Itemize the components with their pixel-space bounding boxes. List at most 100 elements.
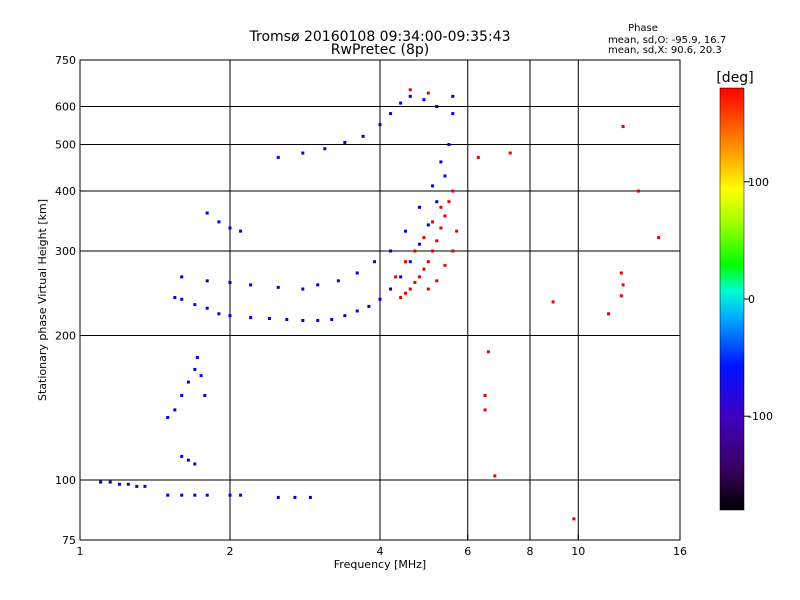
scatter-point xyxy=(572,517,576,521)
scatter-point xyxy=(413,280,417,284)
y-tick-label: 100 xyxy=(55,474,76,487)
scatter-point xyxy=(636,189,640,193)
scatter-point xyxy=(301,287,305,291)
scatter-point xyxy=(173,296,177,300)
scatter-point xyxy=(193,367,197,371)
scatter-point xyxy=(439,226,443,230)
scatter-point xyxy=(217,312,221,316)
scatter-point xyxy=(443,174,447,178)
scatter-point xyxy=(323,147,327,151)
colorbar xyxy=(719,87,745,511)
scatter-point xyxy=(180,275,184,279)
scatter-point xyxy=(343,140,347,144)
scatter-point xyxy=(447,200,451,204)
scatter-point xyxy=(439,160,443,164)
scatter-point xyxy=(399,275,403,279)
x-tick-label: 2 xyxy=(227,545,234,558)
y-tick-label: 300 xyxy=(55,245,76,258)
scatter-point xyxy=(447,143,451,147)
scatter-point xyxy=(126,482,130,486)
scatter-point xyxy=(551,300,555,304)
y-tick-label: 600 xyxy=(55,101,76,114)
scatter-point xyxy=(276,495,280,499)
scatter-point xyxy=(180,394,184,398)
scatter-point xyxy=(193,303,197,307)
scatter-point xyxy=(422,236,426,240)
scatter-point xyxy=(99,480,103,484)
scatter-point xyxy=(143,484,147,488)
scatter-point xyxy=(403,291,407,295)
y-tick-label: 200 xyxy=(55,330,76,343)
scatter-point xyxy=(431,249,435,253)
y-tick-label: 750 xyxy=(55,54,76,67)
scatter-point xyxy=(378,297,382,301)
scatter-point xyxy=(399,296,403,300)
chart-title: Tromsø 20160108 09:34:00-09:35:43 xyxy=(249,29,511,45)
scatter-point xyxy=(199,374,203,378)
scatter-point xyxy=(451,94,455,98)
scatter-point xyxy=(301,318,305,322)
colorbar-tick-label: -100 xyxy=(748,410,773,423)
scatter-point xyxy=(117,482,121,486)
scatter-point xyxy=(173,408,177,412)
scatter-point xyxy=(180,454,184,458)
scatter-point xyxy=(186,458,190,462)
scatter-point xyxy=(336,279,340,283)
scatter-point xyxy=(619,271,623,275)
x-axis-label: Frequency [MHz] xyxy=(334,558,426,571)
scatter-point xyxy=(493,474,497,478)
scatter-point xyxy=(135,484,139,488)
scatter-point xyxy=(435,239,439,243)
scatter-point xyxy=(205,306,209,310)
scatter-point xyxy=(193,462,197,466)
scatter-point xyxy=(417,242,421,246)
scatter-point xyxy=(228,314,232,318)
scatter-point xyxy=(166,415,170,419)
scatter-point xyxy=(483,408,487,412)
scatter-point xyxy=(408,287,412,291)
scatter-point xyxy=(195,355,199,359)
axis-ticks: 1 2 4 6 8 10 16 75 100 200 300 400 500 600 750 xyxy=(55,54,687,558)
scatter-point xyxy=(621,283,625,287)
scatter-point xyxy=(276,285,280,289)
scatter-point xyxy=(361,134,365,138)
scatter-point xyxy=(408,260,412,264)
scatter-point xyxy=(180,493,184,497)
scatter-point xyxy=(408,94,412,98)
x-tick-label: 8 xyxy=(527,545,534,558)
y-tick-label: 75 xyxy=(62,534,76,547)
scatter-point xyxy=(378,123,382,127)
grid-lines xyxy=(80,60,680,540)
scatter-point xyxy=(422,98,426,102)
scatter-point xyxy=(422,267,426,271)
stats-x-mode: mean, sd,X: 90.6, 20.3 xyxy=(608,45,722,56)
scatter-point xyxy=(607,312,611,316)
y-axis-label: Stationary phase Virtual Height [km] xyxy=(36,199,49,401)
x-tick-label: 6 xyxy=(464,545,471,558)
scatter-point xyxy=(239,229,243,233)
x-tick-label: 1 xyxy=(77,545,84,558)
scatter-point xyxy=(316,318,320,322)
scatter-point xyxy=(343,314,347,318)
scatter-point xyxy=(657,236,661,240)
scatter-point xyxy=(413,249,417,253)
scatter-point xyxy=(108,480,112,484)
scatter-point xyxy=(483,394,487,398)
scatter-point xyxy=(301,151,305,155)
scatter-point xyxy=(408,88,412,92)
scatter-point xyxy=(249,316,253,320)
scatter-point xyxy=(389,112,393,116)
stats-o-mode: mean, sd,O: -95.9, 16.7 xyxy=(608,35,726,46)
colorbar-ticks: 100 0 -100 xyxy=(744,176,773,423)
scatter-point xyxy=(180,297,184,301)
scatter-point xyxy=(316,283,320,287)
scatter-point xyxy=(394,275,398,279)
scatter-point xyxy=(355,271,359,275)
x-tick-label: 4 xyxy=(377,545,384,558)
scatter-point xyxy=(308,495,312,499)
scatter-point xyxy=(435,200,439,204)
scatter-point xyxy=(426,223,430,227)
scatter-point xyxy=(417,275,421,279)
x-tick-label: 10 xyxy=(571,545,585,558)
